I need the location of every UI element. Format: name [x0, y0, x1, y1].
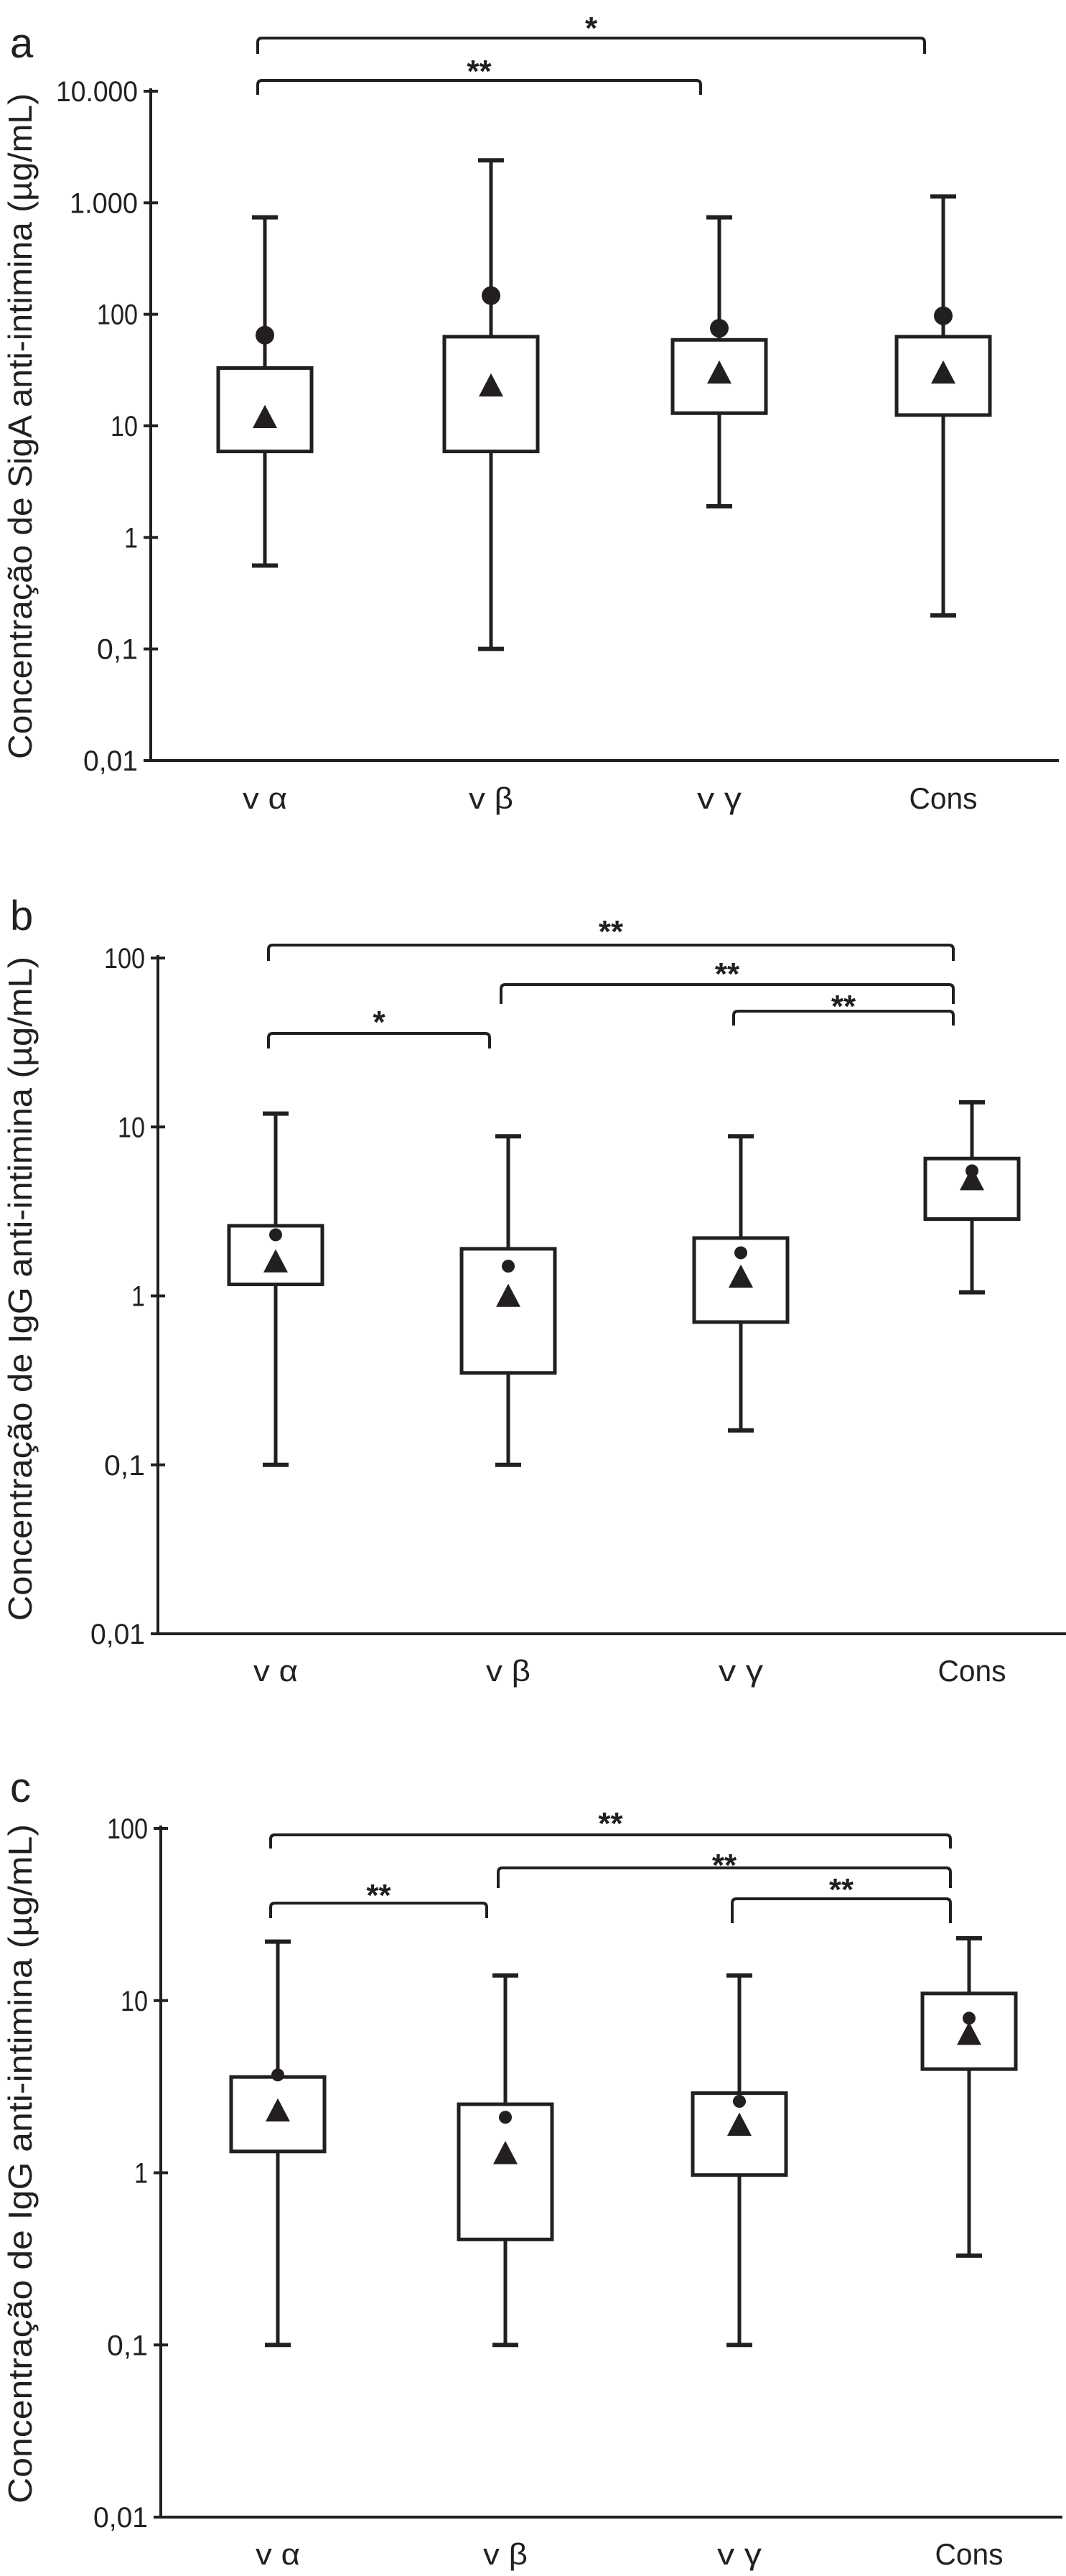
panel-label: c — [10, 1764, 31, 1811]
triangle-marker — [266, 2098, 290, 2122]
box-0 — [229, 1939, 327, 2348]
x-tick-label: v α — [253, 1654, 298, 1688]
circle-marker — [499, 2111, 512, 2124]
x-tick-label: Cons — [938, 1654, 1006, 1688]
significance-bracket — [731, 1897, 952, 1923]
y-tick-label: 10 — [118, 1112, 145, 1143]
box-rect — [894, 335, 992, 417]
y-tick-label: 10 — [121, 1986, 148, 2017]
triangle-marker — [727, 2112, 752, 2136]
box-1 — [457, 1973, 554, 2348]
significance-label: ** — [467, 54, 492, 89]
box-1 — [442, 158, 540, 651]
box-2 — [691, 1973, 788, 2348]
significance-bracket — [269, 1902, 488, 1918]
y-tick-label: 1.000 — [70, 187, 138, 219]
significance-label: ** — [599, 914, 624, 949]
significance-label: ** — [598, 1806, 623, 1841]
box-0 — [216, 215, 314, 568]
triangle-marker — [493, 2141, 518, 2165]
circle-marker — [482, 286, 500, 305]
y-tick-label: 0,01 — [90, 1619, 145, 1650]
y-axis-label: Concentração de IgG anti-intimina (µg/mL… — [1, 957, 39, 1621]
y-tick-label: 10 — [111, 411, 138, 442]
y-tick-label: 100 — [97, 299, 138, 331]
significance-bracket — [732, 1010, 955, 1026]
x-tick-label: v β — [483, 2537, 528, 2571]
x-tick-label: Cons — [910, 781, 978, 815]
y-tick-label: 1 — [134, 2158, 148, 2190]
y-tick-label: 10.000 — [56, 76, 138, 108]
panel-label: b — [10, 893, 33, 939]
panel-c: c Concentração de IgG anti-intimina (µg/m… — [1, 1764, 1062, 2571]
y-tick-label: 100 — [104, 943, 145, 975]
significance-label: ** — [715, 957, 740, 992]
significance-bracket — [500, 983, 955, 1004]
triangle-marker — [253, 404, 277, 429]
circle-marker — [963, 2012, 976, 2025]
triangle-marker — [931, 360, 955, 384]
circle-marker — [734, 1246, 747, 1260]
x-tick-label: v γ — [719, 1654, 763, 1688]
x-tick-label: v α — [243, 781, 287, 815]
triangle-marker — [263, 1249, 288, 1273]
significance-bracket — [267, 944, 955, 961]
x-tick-label: v γ — [697, 781, 742, 815]
y-tick-label: 0,1 — [104, 1450, 145, 1482]
circle-marker — [934, 306, 953, 325]
significance-label: ** — [366, 1878, 391, 1913]
panel-a: a Concentração de SigA anti-intimina (µg/… — [1, 11, 1059, 815]
circle-marker — [710, 319, 729, 338]
circle-marker — [271, 2068, 284, 2082]
x-tick-label: v β — [469, 781, 513, 815]
triangle-marker — [957, 2022, 981, 2045]
triangle-marker — [960, 1167, 984, 1191]
significance-bracket — [267, 1032, 491, 1048]
significance-bracket — [256, 79, 702, 95]
significance-label: ** — [712, 1848, 737, 1883]
significance-label: ** — [829, 1872, 854, 1907]
y-tick-label: 0,01 — [93, 2502, 148, 2534]
x-tick-label: v γ — [717, 2537, 762, 2571]
circle-marker — [256, 325, 274, 345]
y-tick-label: 0,1 — [107, 2330, 148, 2361]
triangle-marker — [479, 373, 503, 397]
y-tick-label: 0,01 — [83, 745, 138, 777]
x-tick-label: Cons — [935, 2537, 1004, 2571]
circle-marker — [502, 1260, 515, 1273]
circle-marker — [269, 1228, 282, 1242]
y-axis-label: Concentração de IgG anti-intimina (µg/mL… — [1, 1824, 39, 2503]
x-tick-label: v α — [256, 2537, 300, 2571]
panel-label: a — [10, 20, 34, 67]
triangle-marker — [729, 1264, 753, 1288]
circle-marker — [733, 2095, 746, 2108]
significance-label: * — [373, 1005, 385, 1040]
box-2 — [692, 1134, 790, 1433]
box-3 — [894, 194, 992, 618]
significance-bracket — [256, 37, 926, 54]
triangle-marker — [496, 1283, 520, 1307]
box-3 — [923, 1099, 1021, 1295]
box-rect — [457, 2102, 554, 2241]
significance-label: ** — [831, 989, 856, 1024]
significance-bracket — [497, 1866, 952, 1888]
y-axis-label: Concentração de SigA anti-intimina (µg/m… — [1, 93, 39, 759]
box-1 — [459, 1134, 557, 1467]
box-2 — [670, 215, 768, 509]
triangle-marker — [707, 360, 731, 384]
significance-bracket — [269, 1833, 952, 1849]
y-tick-label: 1 — [124, 522, 138, 554]
panel-b: b Concentração de IgG anti-intimina (µg/m… — [1, 893, 1066, 1688]
y-tick-label: 1 — [131, 1281, 145, 1313]
significance-label: * — [585, 11, 598, 46]
box-0 — [227, 1111, 324, 1467]
y-tick-label: 100 — [107, 1813, 148, 1845]
y-tick-label: 0,1 — [97, 634, 138, 666]
x-tick-label: v β — [486, 1654, 530, 1688]
box-3 — [920, 1936, 1018, 2258]
